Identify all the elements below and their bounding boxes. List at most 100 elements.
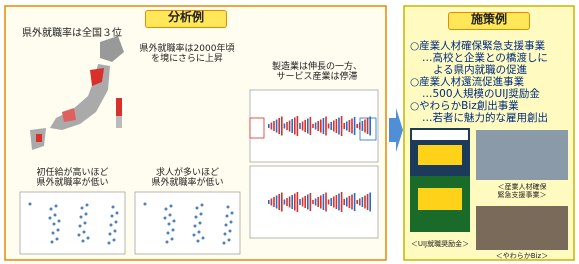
thumb-bar xyxy=(364,196,366,209)
thumb-bar xyxy=(273,197,275,207)
thumb-dot xyxy=(53,223,56,226)
thumb-dot xyxy=(168,223,171,226)
thumb-dot xyxy=(52,232,55,235)
arrow xyxy=(389,108,403,152)
thumb-bar xyxy=(271,123,273,130)
thumb-dot xyxy=(81,207,84,210)
thumb-bar xyxy=(312,200,314,204)
thumb-bar xyxy=(307,195,309,210)
photo xyxy=(476,130,568,180)
thumb-bar xyxy=(341,116,343,136)
thumb-dot xyxy=(195,216,198,219)
thumb-bar xyxy=(273,121,275,131)
thumb-dot xyxy=(56,238,59,241)
thumb-dot xyxy=(227,206,230,209)
thumb-dot xyxy=(171,238,174,241)
thumb-bar xyxy=(349,196,351,208)
photo xyxy=(418,145,462,165)
thumb-bar xyxy=(336,119,338,133)
thumb-bar xyxy=(356,200,358,204)
thumb-dot xyxy=(78,234,81,237)
thumb-bar xyxy=(330,122,332,130)
thumb-dot xyxy=(58,220,61,223)
thumb-bar xyxy=(333,197,335,208)
thumb-bar xyxy=(346,122,348,131)
slide: 分析例 施策例 県外就職率は全国３位 県外就職率は2000年頃 を境にさらに上昇… xyxy=(0,0,579,264)
thumb-dot xyxy=(198,231,201,234)
thumb-bar xyxy=(328,124,330,129)
thumb-dot xyxy=(225,224,228,227)
thumb-bar xyxy=(369,193,371,212)
thumb-bar xyxy=(367,194,369,210)
thumb-bar xyxy=(338,194,340,211)
thumb-bar xyxy=(359,199,361,206)
thumb-bar xyxy=(271,199,273,206)
thumb-dot xyxy=(86,204,89,207)
thumb-dot xyxy=(111,215,114,218)
thumb-bar xyxy=(299,199,301,205)
thumb-bar xyxy=(351,195,353,210)
thumb-bar xyxy=(315,123,317,130)
thumb-dot xyxy=(199,222,202,225)
thumb-bar xyxy=(330,198,332,206)
thumb-dot xyxy=(83,231,86,234)
chart-thumb xyxy=(135,192,240,254)
thumb-bar xyxy=(291,195,293,209)
thumb-dot xyxy=(109,233,112,236)
thumb-dot xyxy=(87,237,90,240)
thumb-bar xyxy=(315,199,317,206)
thumb-bar xyxy=(284,200,286,205)
thumb-bar xyxy=(302,198,304,207)
thumb-dot xyxy=(201,204,204,207)
thumb-bar xyxy=(297,116,299,136)
thumb-dot xyxy=(223,242,226,245)
policy-item: ○産業人材還流促進事業 xyxy=(410,76,524,88)
thumb-dot xyxy=(193,234,196,237)
thumb-bar xyxy=(328,200,330,205)
photo xyxy=(412,130,468,140)
thumb-bar xyxy=(299,123,301,129)
thumb-bar xyxy=(294,118,296,135)
thumb-dot xyxy=(115,221,118,224)
thumb-bar xyxy=(286,198,288,206)
caption: 県外就職率は全国３位 xyxy=(22,28,122,40)
thumb-dot xyxy=(51,241,54,244)
thumb-bar xyxy=(320,196,322,209)
thumb-bar xyxy=(307,119,309,134)
thumb-dot xyxy=(229,230,232,233)
thumb-dot xyxy=(29,203,32,206)
policy-item: ○産業人材確保緊急支援事業 xyxy=(410,40,545,52)
thumb-dot xyxy=(108,242,111,245)
caption: 初任給が高いほど 県外就職率が低い xyxy=(20,168,125,189)
caption: 製造業は伸長の一方、 サービス産業は停滞 xyxy=(262,62,372,83)
thumb-bar xyxy=(320,120,322,133)
thumb-bar xyxy=(289,121,291,132)
thumb-dot xyxy=(112,206,115,209)
thumb-dot xyxy=(224,233,227,236)
photo xyxy=(476,206,568,250)
thumb-bar xyxy=(346,198,348,207)
thumb-bar xyxy=(336,195,338,209)
thumb-bar xyxy=(294,194,296,211)
thumb-bar xyxy=(310,117,312,135)
thumb-dot xyxy=(167,232,170,235)
thumb-bar xyxy=(291,119,293,133)
policy-item: …高校と企業との橋渡しに xyxy=(422,52,548,64)
thumb-dot xyxy=(80,216,83,219)
thumb-bar xyxy=(304,120,306,132)
thumb-bar xyxy=(341,192,343,212)
thumb-dot xyxy=(144,203,147,206)
thumb-bar xyxy=(304,196,306,208)
thumb-dot xyxy=(49,217,52,220)
photo-caption: ＜産業人材確保 緊急支援事業＞ xyxy=(476,183,568,199)
thumb-bar xyxy=(362,121,364,131)
thumb-bar xyxy=(276,196,278,209)
thumb-dot xyxy=(164,217,167,220)
chart-thumb xyxy=(20,192,125,254)
photo-caption: ＜やわらかBiz＞ xyxy=(476,252,568,260)
map-legend xyxy=(116,98,122,116)
thumb-dot xyxy=(197,240,200,243)
right-title: 施策例 xyxy=(448,12,530,30)
thumb-bar xyxy=(359,123,361,130)
thumb-bar xyxy=(278,194,280,210)
